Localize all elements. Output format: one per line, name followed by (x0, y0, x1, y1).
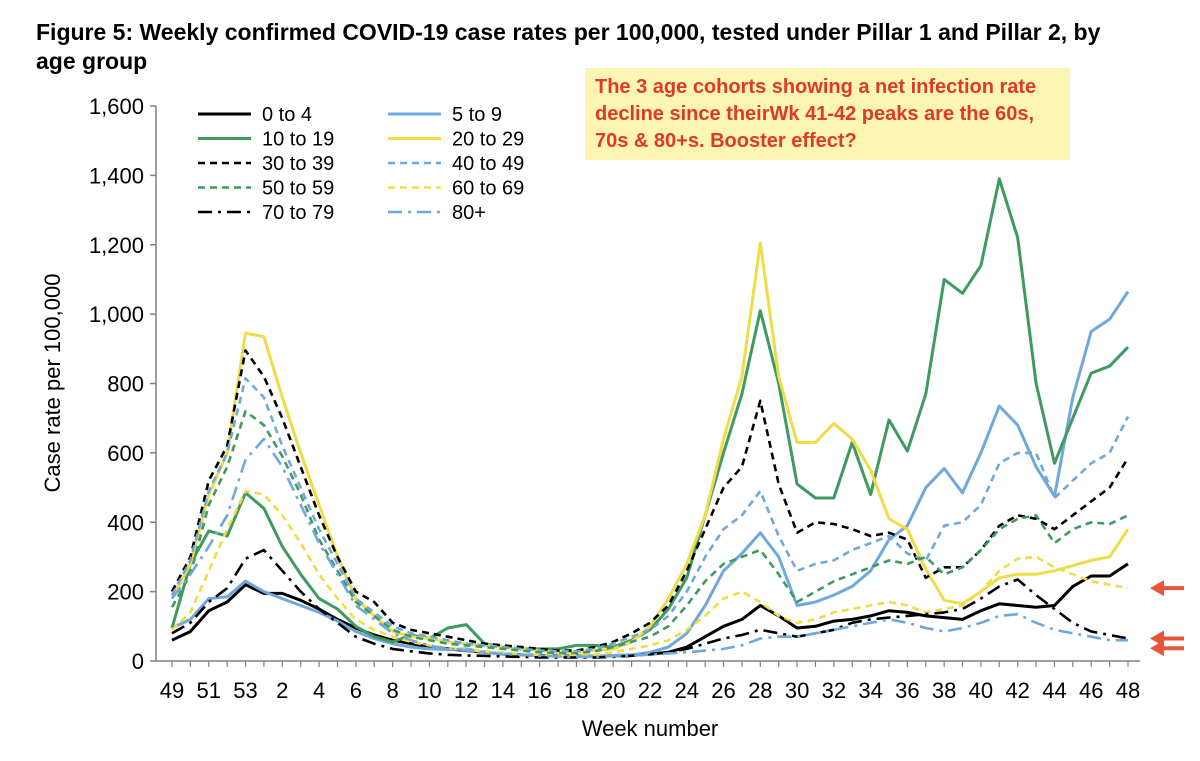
y-tick-label: 1,600 (89, 94, 144, 119)
x-tick-label: 51 (197, 678, 221, 703)
x-axis-label: Week number (582, 716, 719, 741)
arrow-marker-icon (1150, 640, 1184, 657)
x-tick-label: 24 (675, 678, 699, 703)
x-tick-label: 49 (160, 678, 184, 703)
x-tick-label: 26 (711, 678, 735, 703)
y-tick-label: 1,400 (89, 163, 144, 188)
series-line-30-to-39 (170, 349, 1130, 652)
y-tick-label: 800 (107, 372, 144, 397)
x-tick-label: 28 (748, 678, 772, 703)
series-line-80 (170, 437, 1128, 659)
x-tick-label: 34 (858, 678, 882, 703)
y-tick-label: 600 (107, 441, 144, 466)
arrow-marker-icon (1150, 630, 1184, 647)
x-tick-label: 30 (785, 678, 809, 703)
x-tick-label: 42 (1005, 678, 1029, 703)
x-tick-label: 18 (564, 678, 588, 703)
legend-label: 10 to 19 (262, 129, 334, 151)
x-tick-label: 16 (527, 678, 551, 703)
x-tick-label: 38 (932, 678, 956, 703)
legend-label: 80+ (452, 202, 486, 224)
y-axis-label: Case rate per 100,000 (40, 274, 65, 493)
x-tick-label: 46 (1079, 678, 1103, 703)
y-tick-label: 1,200 (89, 233, 144, 258)
x-tick-label: 2 (276, 678, 288, 703)
legend-label: 0 to 4 (262, 104, 312, 126)
y-tick-label: 200 (107, 580, 144, 605)
x-tick-label: 22 (638, 678, 662, 703)
y-tick-label: 1,000 (89, 302, 144, 327)
y-tick-label: 0 (132, 649, 144, 674)
legend-label: 60 to 69 (452, 178, 524, 200)
x-tick-label: 6 (350, 678, 362, 703)
series-line-40-to-49 (170, 376, 1130, 653)
x-tick-label: 40 (969, 678, 993, 703)
chart-title: Figure 5: Weekly confirmed COVID-19 case… (36, 19, 1101, 74)
x-tick-label: 36 (895, 678, 919, 703)
annotation-box: The 3 age cohorts showing a net infectio… (585, 68, 1070, 160)
legend-label: 50 to 59 (262, 178, 334, 200)
legend-label: 70 to 79 (262, 202, 334, 224)
x-tick-label: 53 (233, 678, 257, 703)
legend-label: 30 to 39 (262, 153, 334, 175)
legend-label: 20 to 29 (452, 129, 524, 151)
y-tick-label: 400 (107, 510, 144, 535)
x-tick-label: 10 (417, 678, 441, 703)
x-tick-label: 4 (313, 678, 325, 703)
x-tick-label: 48 (1116, 678, 1140, 703)
x-tick-label: 12 (454, 678, 478, 703)
x-tick-label: 14 (491, 678, 515, 703)
x-tick-label: 44 (1042, 678, 1066, 703)
legend-label: 40 to 49 (452, 153, 524, 175)
x-tick-label: 32 (822, 678, 846, 703)
series-line-70-to-79 (171, 548, 1129, 659)
series-line-20-to-29 (170, 241, 1130, 654)
arrow-marker-icon (1150, 580, 1184, 597)
x-tick-label: 20 (601, 678, 625, 703)
series-line-10-to-19 (170, 177, 1130, 651)
legend-label: 5 to 9 (452, 104, 502, 126)
series-line-5-to-9 (171, 290, 1130, 658)
series-line-0-to-4 (171, 562, 1129, 658)
series-line-50-to-59 (170, 409, 1129, 655)
x-tick-label: 8 (386, 678, 398, 703)
